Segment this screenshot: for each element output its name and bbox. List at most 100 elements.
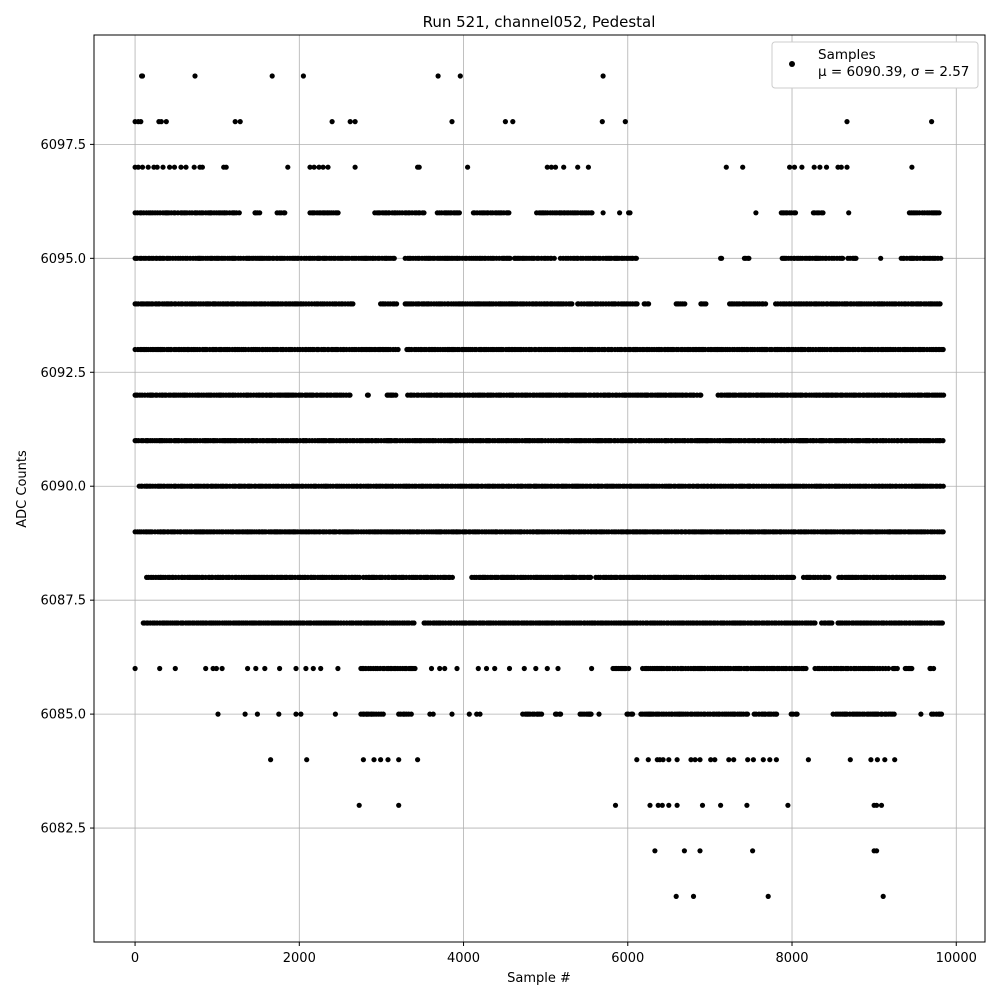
data-point — [697, 757, 703, 763]
data-point — [723, 164, 729, 170]
data-point — [449, 574, 455, 581]
data-point — [794, 711, 800, 717]
data-point — [457, 73, 463, 79]
data-point — [630, 711, 636, 717]
data-point — [655, 802, 661, 808]
data-point — [718, 802, 724, 808]
data-point — [483, 665, 490, 672]
data-point — [708, 757, 714, 763]
data-point — [894, 665, 900, 672]
data-point — [931, 665, 937, 672]
data-point — [269, 73, 275, 79]
y-tick-label: 6085.0 — [41, 708, 87, 723]
x-tick-label: 2000 — [283, 951, 316, 966]
data-point — [394, 301, 400, 307]
y-tick-label: 6087.5 — [41, 594, 87, 609]
data-point — [277, 665, 283, 672]
data-point — [232, 119, 238, 125]
data-point — [726, 757, 732, 763]
data-point — [408, 711, 414, 717]
data-point — [318, 665, 324, 672]
data-point — [163, 119, 169, 125]
data-point — [454, 665, 460, 672]
data-point — [492, 665, 498, 672]
data-point — [681, 848, 688, 854]
data-point — [132, 665, 138, 672]
data-point — [938, 255, 944, 261]
data-point — [555, 665, 561, 672]
data-point — [882, 757, 888, 763]
data-point — [731, 757, 737, 763]
data-point — [466, 711, 472, 717]
data-point — [846, 210, 852, 216]
data-point — [139, 73, 146, 79]
data-point — [682, 301, 688, 307]
data-point — [853, 255, 859, 261]
data-point — [659, 802, 665, 808]
y-axis-label: ADC Counts — [15, 450, 30, 528]
data-point — [335, 665, 341, 672]
data-point — [634, 757, 640, 763]
data-point — [199, 164, 205, 170]
data-point — [909, 164, 915, 170]
data-point — [812, 620, 818, 626]
data-point — [298, 711, 304, 717]
data-point — [588, 711, 594, 717]
data-point — [385, 757, 391, 763]
data-point — [506, 210, 512, 216]
data-point — [236, 210, 242, 216]
data-point — [763, 301, 769, 307]
data-point — [829, 620, 835, 626]
data-point — [276, 711, 282, 717]
data-point — [674, 757, 680, 763]
data-point — [310, 665, 316, 672]
data-point — [660, 757, 666, 763]
data-point — [245, 665, 251, 672]
data-point — [154, 164, 160, 170]
data-point — [909, 665, 915, 672]
data-point — [745, 757, 751, 763]
data-point — [477, 711, 483, 717]
data-point — [223, 164, 229, 170]
data-point — [588, 574, 594, 581]
data-point — [936, 210, 942, 216]
data-point — [396, 802, 402, 808]
data-point — [891, 711, 897, 717]
data-point — [430, 711, 436, 717]
data-point — [838, 164, 844, 170]
x-axis-ticks: 0 2000 4000 6000 8000 10000 — [131, 942, 977, 966]
x-axis-label: Sample # — [507, 971, 571, 986]
data-point — [332, 711, 338, 717]
data-point — [805, 757, 812, 763]
data-point — [293, 711, 299, 717]
data-point — [823, 164, 830, 170]
legend-entry: Samples — [818, 47, 876, 63]
data-point — [753, 210, 759, 216]
data-point — [378, 757, 384, 763]
data-point — [773, 757, 780, 763]
data-point — [750, 757, 757, 763]
data-point — [868, 757, 874, 763]
sample-points — [132, 73, 947, 900]
data-point — [799, 164, 805, 170]
chart-title: Run 521, channel052, Pedestal — [423, 13, 656, 31]
data-point — [329, 119, 335, 125]
data-point — [744, 802, 750, 808]
legend-marker — [789, 61, 795, 67]
data-point — [626, 665, 632, 672]
data-point — [253, 665, 259, 672]
x-tick-label: 0 — [131, 951, 139, 966]
data-point — [622, 119, 628, 125]
data-point — [633, 255, 640, 261]
data-point — [765, 893, 771, 900]
data-point — [939, 620, 946, 626]
data-point — [282, 210, 288, 216]
data-point — [688, 757, 694, 763]
data-point — [380, 711, 386, 717]
data-point — [533, 665, 539, 672]
x-tick-label: 10000 — [936, 951, 977, 966]
data-point — [257, 210, 263, 216]
data-point — [391, 255, 397, 261]
data-point — [135, 164, 141, 170]
y-tick-label: 6092.5 — [41, 366, 87, 381]
